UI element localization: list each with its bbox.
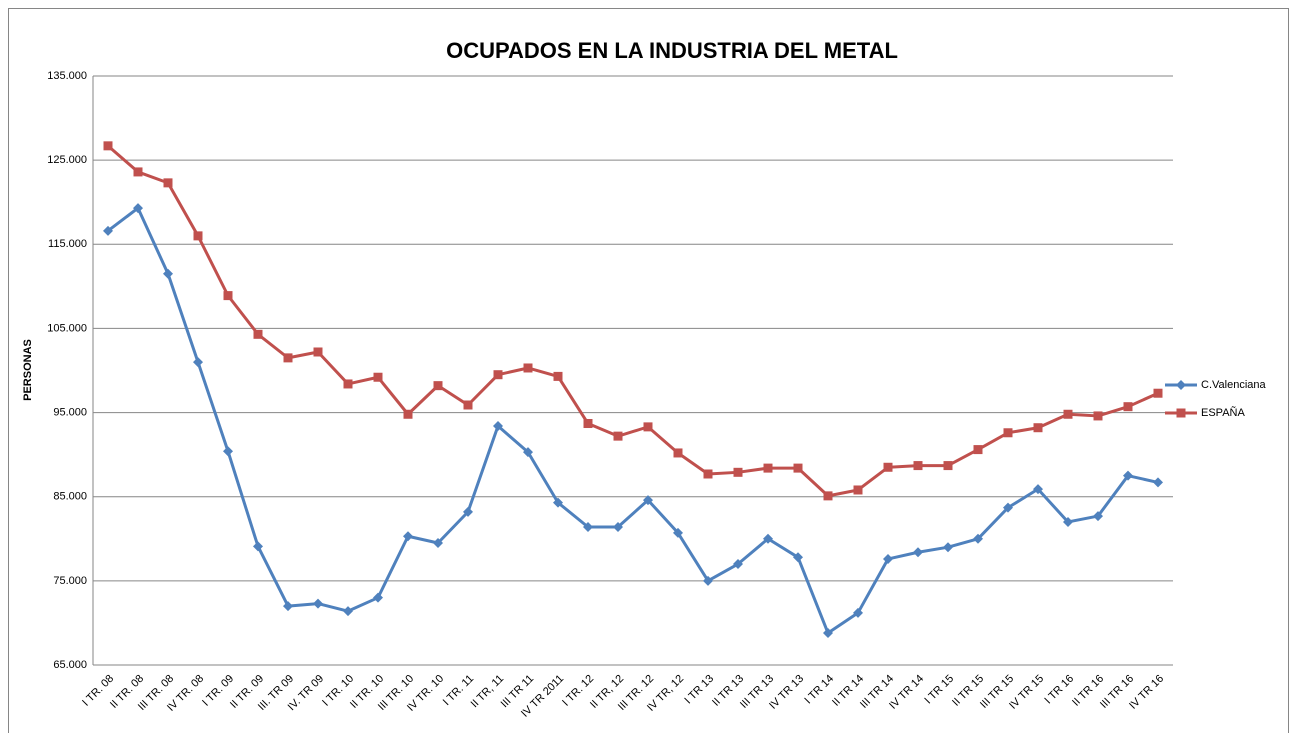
data-point [883,553,893,564]
data-point [403,409,413,419]
data-point [463,400,473,410]
data-point [433,537,443,548]
data-point [1003,428,1013,438]
data-point [163,268,173,279]
chart-title: OCUPADOS EN LA INDUSTRIA DEL METAL [446,38,898,63]
data-point [1123,470,1133,481]
data-point [1033,423,1043,433]
data-point [223,446,233,457]
data-point [913,461,923,471]
y-tick-label: 65.000 [53,659,87,671]
y-tick-label: 115.000 [48,238,87,250]
y-tick-label: 125.000 [47,154,87,166]
data-point [733,467,743,477]
data-point [703,469,713,479]
data-point [1153,388,1163,398]
data-point [313,347,323,357]
data-point [1063,516,1073,527]
series-line [107,206,1159,635]
data-point [523,447,533,458]
data-point [613,431,623,441]
y-tick-label: 75.000 [53,575,87,587]
y-tick-label: 85.000 [53,491,87,503]
data-point [1033,484,1043,495]
data-point [493,370,503,380]
data-point [1093,511,1103,522]
data-point [133,203,143,214]
data-point [973,533,983,544]
data-point [463,506,473,517]
data-point [103,141,113,151]
data-point [433,381,443,391]
data-point [403,531,413,542]
data-point [583,522,593,533]
data-point [1123,402,1133,412]
data-point [673,448,683,458]
data-point [493,421,503,432]
data-point [163,178,173,188]
data-point [793,463,803,473]
data-point [253,541,263,552]
data-point [373,592,383,603]
data-point [793,552,803,563]
data-point [853,485,863,495]
legend-marker [1176,380,1186,390]
data-point [283,601,293,612]
data-point [1093,411,1103,421]
data-point [193,357,203,368]
data-point [733,559,743,570]
data-point [913,547,923,558]
data-point [583,419,593,429]
y-tick-label: 105.000 [47,322,87,334]
data-point [1003,502,1013,513]
data-point [193,231,203,241]
data-point [553,371,563,381]
data-point [1153,477,1163,488]
y-axis-label: PERSONAS [22,339,34,401]
data-point [523,363,533,373]
series-line [107,144,1159,498]
legend-marker [1176,408,1186,418]
data-point [823,628,833,639]
data-point [943,461,953,471]
data-point [313,598,323,609]
data-point [973,445,983,455]
data-point [763,463,773,473]
data-point [613,522,623,533]
data-point [823,491,833,501]
data-point [1063,409,1073,419]
data-point [763,533,773,544]
chart-frame [8,8,1289,733]
data-point [883,462,893,472]
data-point [253,329,263,339]
y-tick-label: 135.000 [47,70,87,82]
data-point [643,495,653,506]
data-point [703,575,713,586]
data-point [673,527,683,538]
data-point [103,225,113,236]
legend-label: ESPAÑA [1201,406,1245,419]
data-point [373,372,383,382]
legend-label: C.Valenciana [1201,379,1266,391]
data-point [343,606,353,617]
data-point [283,353,293,363]
data-point [643,422,653,432]
data-point [343,379,353,389]
data-point [853,607,863,618]
data-point [223,291,233,301]
data-point [133,167,143,177]
data-point [553,497,563,508]
y-tick-label: 95.000 [53,406,87,418]
data-point [943,542,953,553]
